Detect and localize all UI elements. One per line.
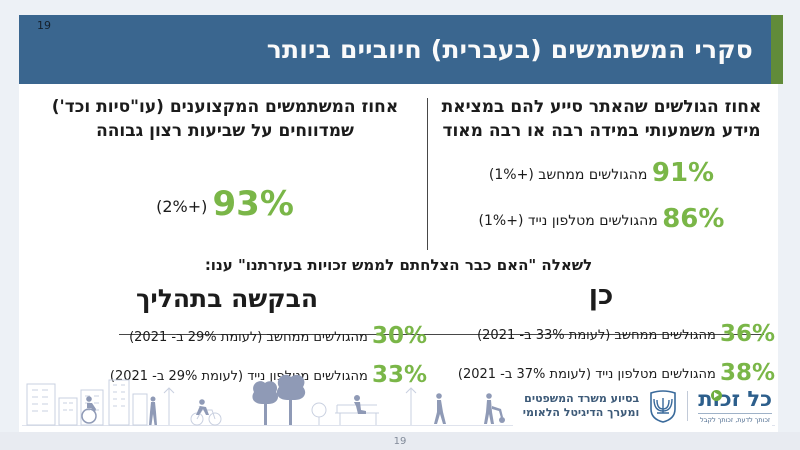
section-divider (119, 334, 764, 335)
slide-title-bar: סקרי המשתמשים (בעברית) חיוביים ביותר (19, 15, 783, 84)
yes-stat-desktop: 36% מהגולשים ממחשב (לעומת 33% ב- 2021) (427, 320, 775, 350)
visitors-stat-mobile: 86% מהגולשים מטלפון נייד (+1%) (434, 204, 769, 236)
kolzchut-tagline: זכותך לדעת, זכותך לקבל (698, 412, 772, 424)
slide-number: 19 (37, 19, 51, 32)
kolzchut-logo: כל זכות זכותך לדעת, זכותך לקבל (698, 386, 772, 424)
professionals-section: אחוז המשתמשים המקצוענים (עו"סיות וכד') ש… (30, 96, 420, 224)
stat-label: מהגולשים מטלפון נייד (לעומת 37% ב- 2021) (457, 367, 716, 382)
professionals-heading: אחוז המשתמשים המקצוענים (עו"סיות וכד') ש… (51, 97, 399, 141)
stat-label: מהגולשים מטלפון נייד (+1%) (478, 212, 658, 229)
process-stat-desktop: 30% מהגולשים ממחשב (לעומת 29% ב- 2021) (27, 322, 427, 352)
answer-yes-heading: כן (588, 280, 614, 311)
stat-value: 30% (371, 323, 427, 349)
title-bar-accent (771, 15, 783, 84)
stat-value: 33% (371, 362, 427, 388)
stat-label: מהגולשים ממחשב (לעומת 29% ב- 2021) (129, 330, 368, 345)
answer-in-process-heading: הבקשה בתהליך (135, 284, 319, 313)
answer-yes-section: כן 36% מהגולשים ממחשב (לעומת 33% ב- 2021… (427, 280, 775, 389)
survey-question: לשאלה "האם כבר הצלחתם לממש זכויות בעזרתנ… (204, 256, 593, 274)
footer-page-number: 19 (393, 435, 407, 447)
gov-support-line1: בסיוע משרד המשפטים (524, 391, 640, 405)
column-divider (427, 98, 428, 250)
slide-title: סקרי המשתמשים (בעברית) חיוביים ביותר (266, 35, 753, 64)
stat-value: 38% (719, 360, 775, 386)
footer-logos: בסיוע משרד המשפטים ומערך הדיגיטל הלאומי … (512, 384, 772, 428)
stat-label: מהגולשים ממחשב (לעומת 33% ב- 2021) (477, 328, 716, 343)
visitors-heading: אחוז הגולשים שהאתר סייע להם במציאת מידע … (441, 97, 762, 141)
israel-state-emblem-icon (650, 390, 677, 423)
footer-strip: 19 (0, 432, 800, 450)
stat-label: מהגולשים ממחשב (+1%) (488, 166, 648, 183)
yes-stat-mobile: 38% מהגולשים מטלפון נייד (לעומת 37% ב- 2… (427, 359, 775, 389)
stat-label: (+2%) (156, 196, 208, 216)
stat-value: 36% (719, 321, 775, 347)
gov-support-line2: ומערך הדיגיטל הלאומי (522, 406, 640, 419)
visitors-section: אחוז הגולשים שהאתר סייע להם במציאת מידע … (434, 96, 769, 236)
stat-value: 93% (212, 183, 294, 224)
gov-support-text: בסיוע משרד המשפטים ומערך הדיגיטל הלאומי (523, 392, 639, 421)
logo-separator (687, 391, 689, 421)
stat-value: 86% (662, 203, 725, 234)
cityscape-illustration (22, 374, 775, 426)
kolzchut-cursor-icon (711, 389, 723, 401)
kolzchut-logo-text: כל זכות (698, 386, 772, 411)
content-card: אחוז הגולשים שהאתר סייע להם במציאת מידע … (19, 84, 778, 432)
professionals-stat: 93% (+2%) (30, 184, 420, 224)
visitors-stat-desktop: 91% מהגולשים ממחשב (+1%) (434, 158, 769, 190)
stat-value: 91% (651, 157, 715, 188)
